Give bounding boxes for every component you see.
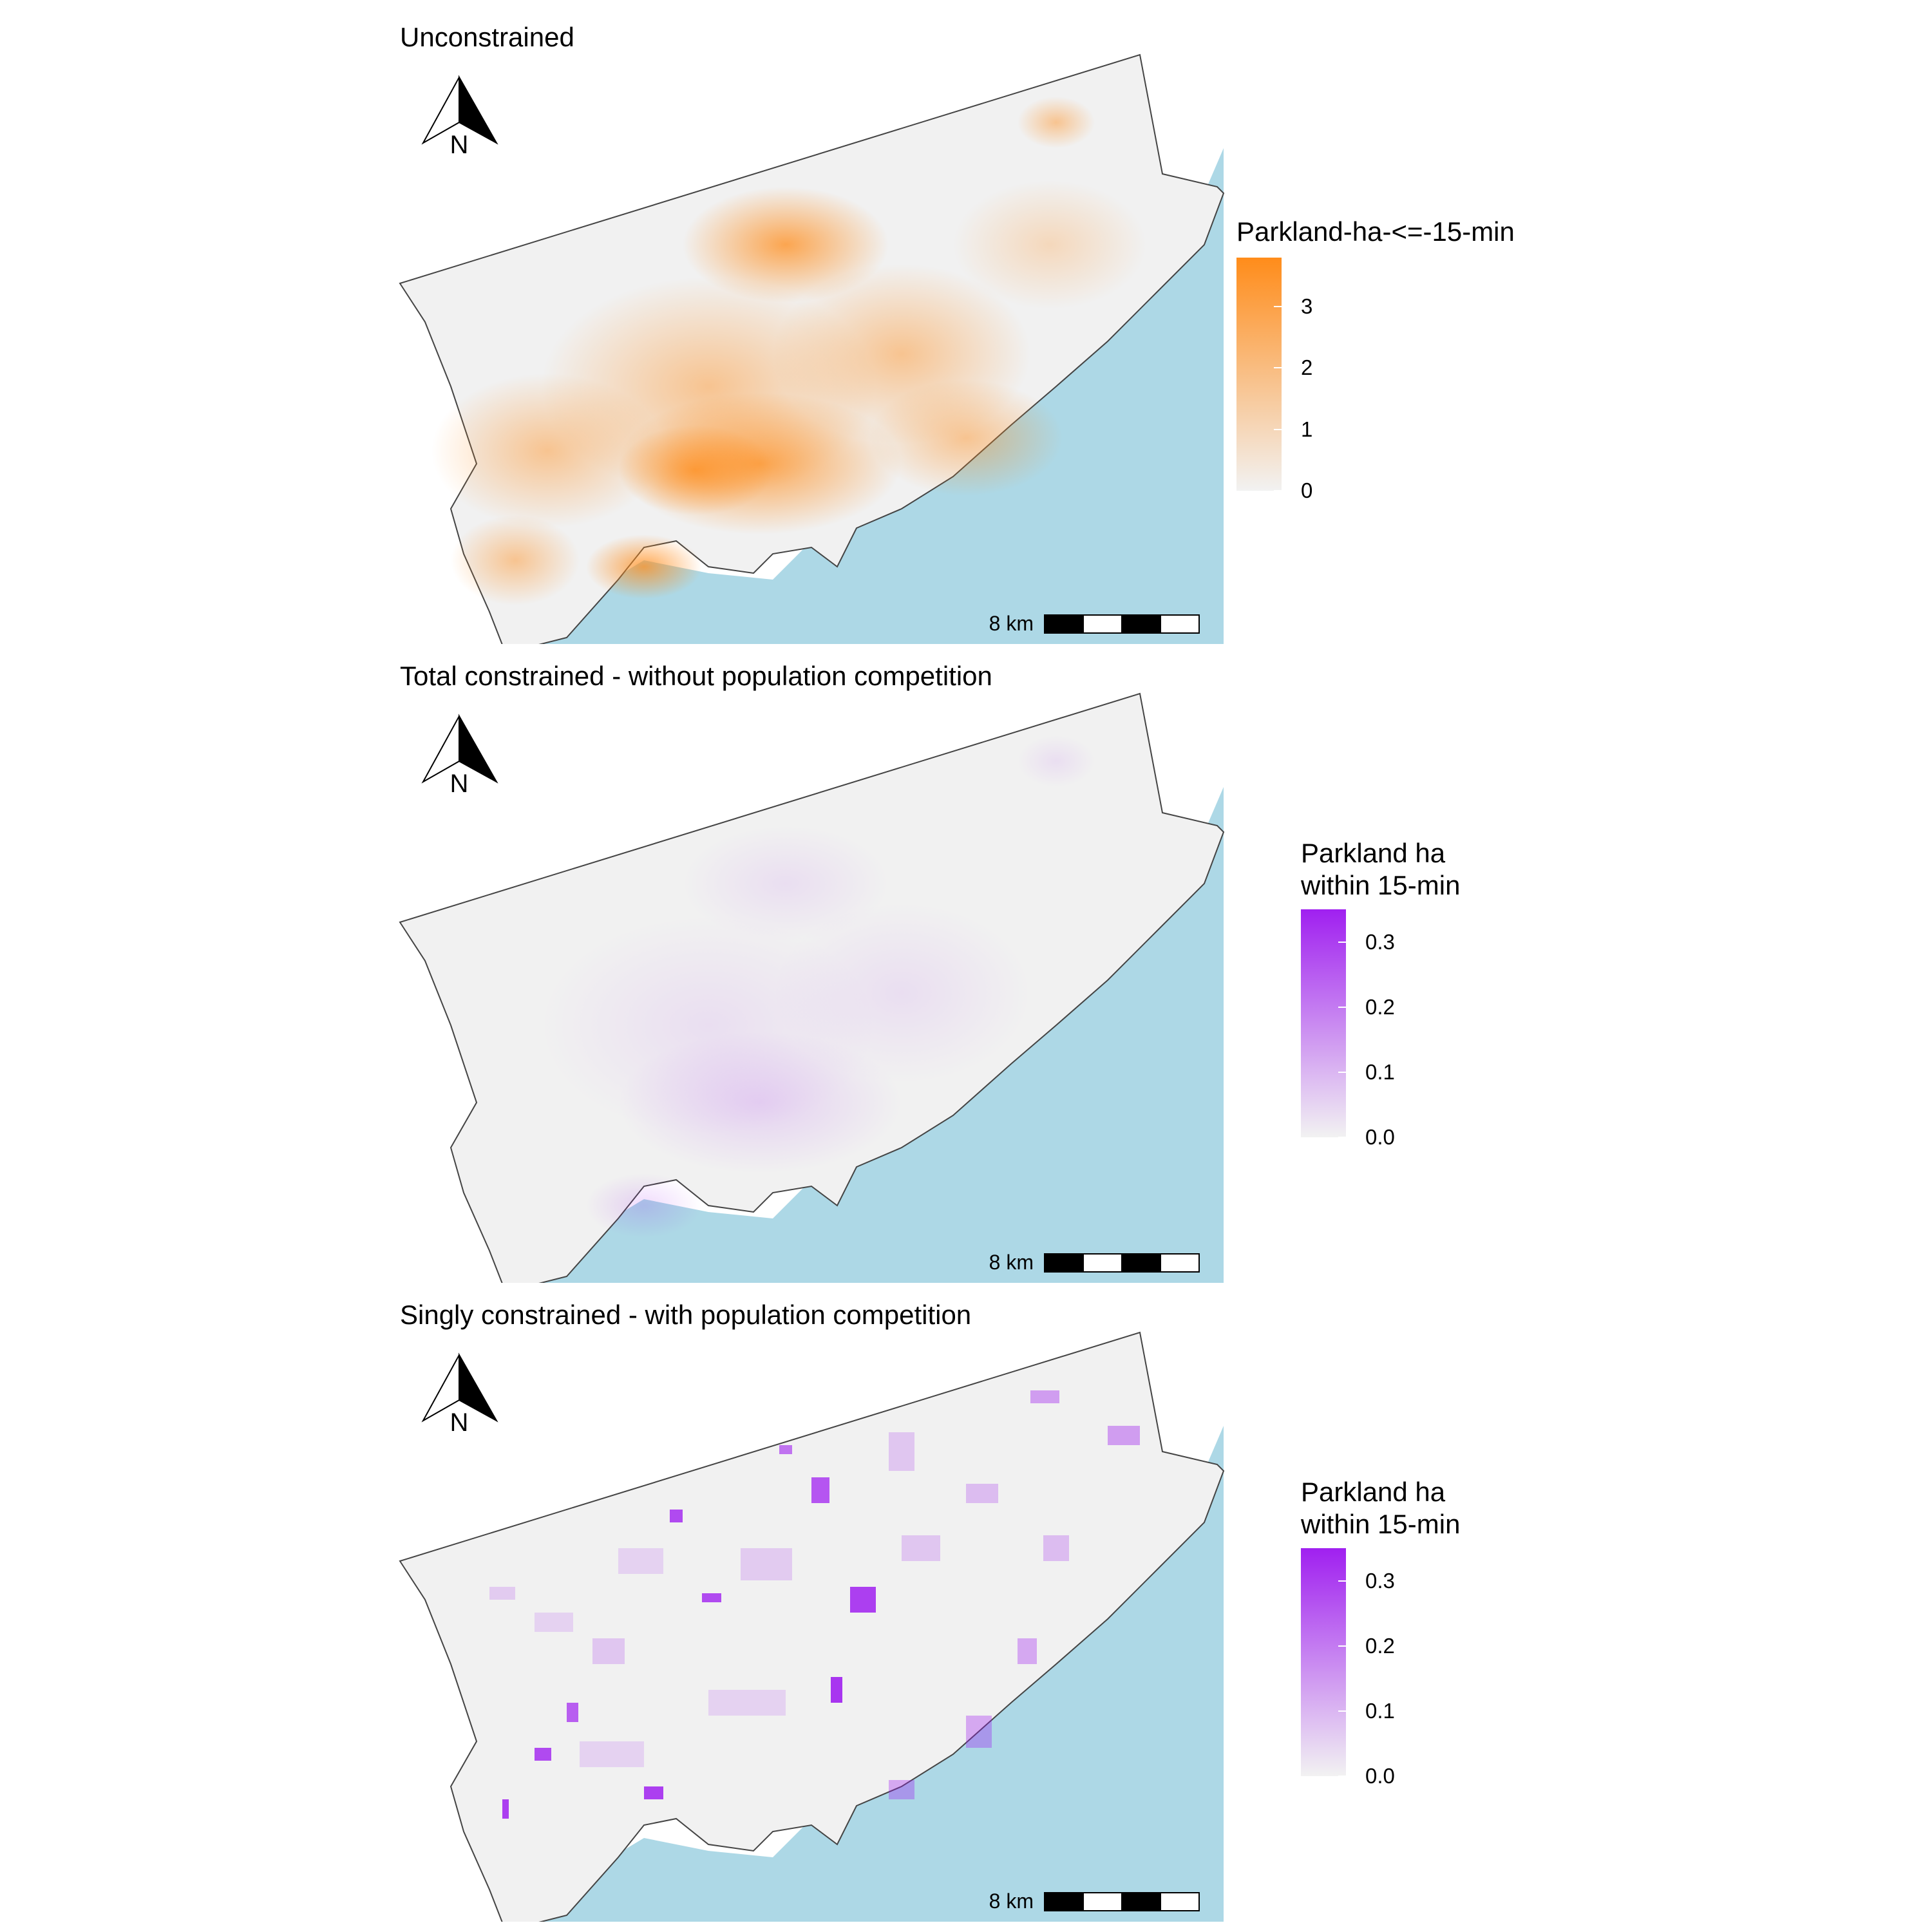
legend-total-constrained: Parkland ha within 15-min — [1301, 837, 1460, 902]
north-label: N — [450, 770, 469, 798]
north-arrow-icon — [421, 1352, 498, 1423]
legend-unconstrained: Parkland-ha-<=-15-min — [1236, 216, 1515, 248]
legend-tick-label: 3 — [1301, 294, 1313, 319]
legend-tick-label: 1 — [1301, 417, 1313, 441]
legend-tick-label: 0.1 — [1365, 1698, 1395, 1723]
legend-tick-label: 0.1 — [1365, 1059, 1395, 1084]
panel-title: Unconstrained — [400, 22, 574, 52]
legend-tick-mark — [1338, 1137, 1346, 1138]
north-label: N — [450, 131, 469, 159]
north-arrow-icon — [421, 714, 498, 784]
legend-color-bar — [1236, 258, 1282, 491]
legend-singly-constrained: Parkland ha within 15-min — [1301, 1476, 1460, 1540]
legend-tick-mark — [1338, 1580, 1346, 1582]
legend-title: Parkland-ha-<=-15-min — [1236, 216, 1515, 247]
north-arrow-icon — [421, 75, 498, 145]
legend-tick-label: 0.0 — [1365, 1125, 1395, 1149]
legend-title: Parkland ha — [1301, 838, 1446, 868]
lake-ontario-water — [516, 1426, 1224, 1922]
legend-tick-mark — [1274, 306, 1282, 308]
map-panel-unconstrained: Unconstrained — [0, 0, 1932, 644]
parkland-access-fill — [489, 1390, 1140, 1819]
scale-bar-label: 8 km — [989, 1889, 1034, 1913]
legend-tick-label: 0.2 — [1365, 1633, 1395, 1658]
legend-title-line2: within 15-min — [1301, 1509, 1461, 1539]
legend-tick-label: 0.0 — [1365, 1764, 1395, 1788]
lake-ontario-water — [516, 787, 1224, 1283]
lake-ontario-water — [516, 148, 1224, 644]
legend-tick-mark — [1338, 1645, 1346, 1647]
legend-tick-mark — [1338, 1071, 1346, 1073]
toronto-land — [399, 1331, 1225, 1922]
scale-bar — [1044, 614, 1200, 634]
legend-tick-label: 0.2 — [1365, 994, 1395, 1019]
legend-title: Parkland ha — [1301, 1477, 1446, 1507]
legend-tick-label: 2 — [1301, 355, 1313, 380]
map-panel-total-constrained: Total constrained - without population c… — [0, 639, 1932, 1283]
legend-tick-label: 0 — [1301, 478, 1313, 502]
legend-tick-mark — [1274, 428, 1282, 430]
scale-bar-label: 8 km — [989, 612, 1034, 635]
map-canvas: N 8 km — [399, 692, 1225, 1283]
legend-tick-label: 0.3 — [1365, 929, 1395, 954]
north-label: N — [450, 1408, 469, 1437]
legend-color-bar — [1301, 909, 1346, 1137]
legend-tick-label: 0.3 — [1365, 1568, 1395, 1593]
legend-tick-mark — [1338, 1776, 1346, 1777]
legend-tick-mark — [1338, 941, 1346, 943]
legend-tick-mark — [1274, 490, 1282, 491]
panel-title: Singly constrained - with population com… — [400, 1300, 972, 1330]
panel-title: Total constrained - without population c… — [400, 661, 992, 691]
legend-tick-mark — [1338, 1006, 1346, 1008]
map-panel-singly-constrained: Singly constrained - with population com… — [0, 1278, 1932, 1922]
legend-color-bar — [1301, 1548, 1346, 1776]
map-canvas: N 8 km — [399, 1331, 1225, 1922]
parkland-access-fill — [431, 97, 1146, 605]
map-canvas: N 8 km — [399, 53, 1225, 644]
legend-title-line2: within 15-min — [1301, 870, 1461, 900]
scale-bar — [1044, 1253, 1200, 1273]
scale-bar — [1044, 1892, 1200, 1911]
legend-tick-mark — [1274, 367, 1282, 369]
legend-tick-mark — [1338, 1710, 1346, 1712]
parkland-access-fill — [541, 735, 1095, 1238]
scale-bar-label: 8 km — [989, 1251, 1034, 1274]
